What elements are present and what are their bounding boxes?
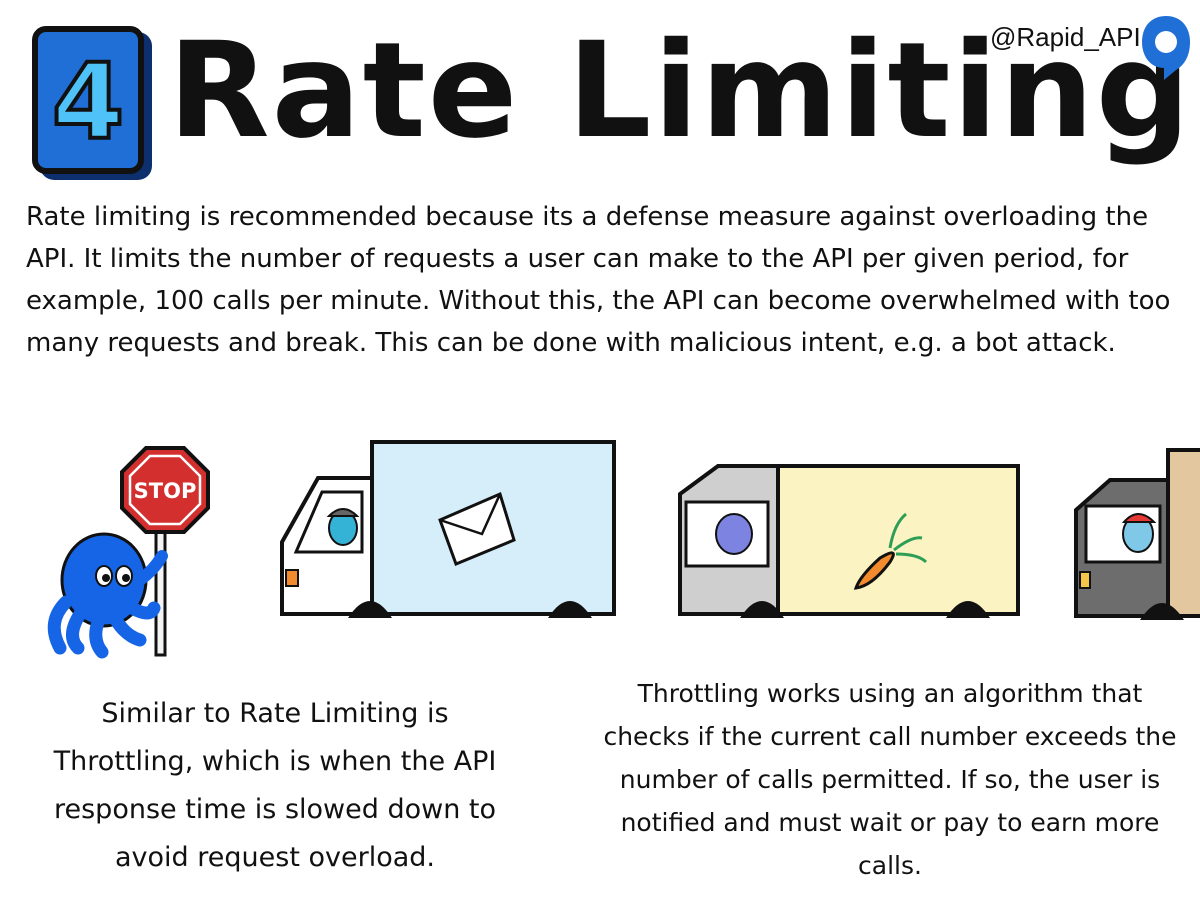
intro-paragraph: Rate limiting is recommended because its…: [26, 202, 1171, 358]
page-title: Rate Limiting: [168, 14, 1193, 168]
section-number: 4: [50, 40, 126, 164]
truck-carrot: [678, 464, 1020, 618]
section-number-badge: 4: [32, 26, 144, 174]
truck-dark: [1074, 448, 1200, 620]
throttling-caption: Similar to Rate Limiting is Throttling, …: [53, 698, 497, 873]
truck-mail: [280, 440, 616, 618]
social-handle: @Rapid_API: [990, 22, 1141, 52]
algorithm-caption: Throttling works using an algorithm that…: [603, 679, 1177, 880]
rapidapi-logo-icon: [1142, 16, 1190, 80]
octopus-mascot: [47, 532, 168, 659]
stop-sign-text: STOP: [134, 479, 197, 503]
traffic-illustration: STOP: [47, 440, 1200, 659]
stop-sign: STOP: [120, 446, 210, 657]
